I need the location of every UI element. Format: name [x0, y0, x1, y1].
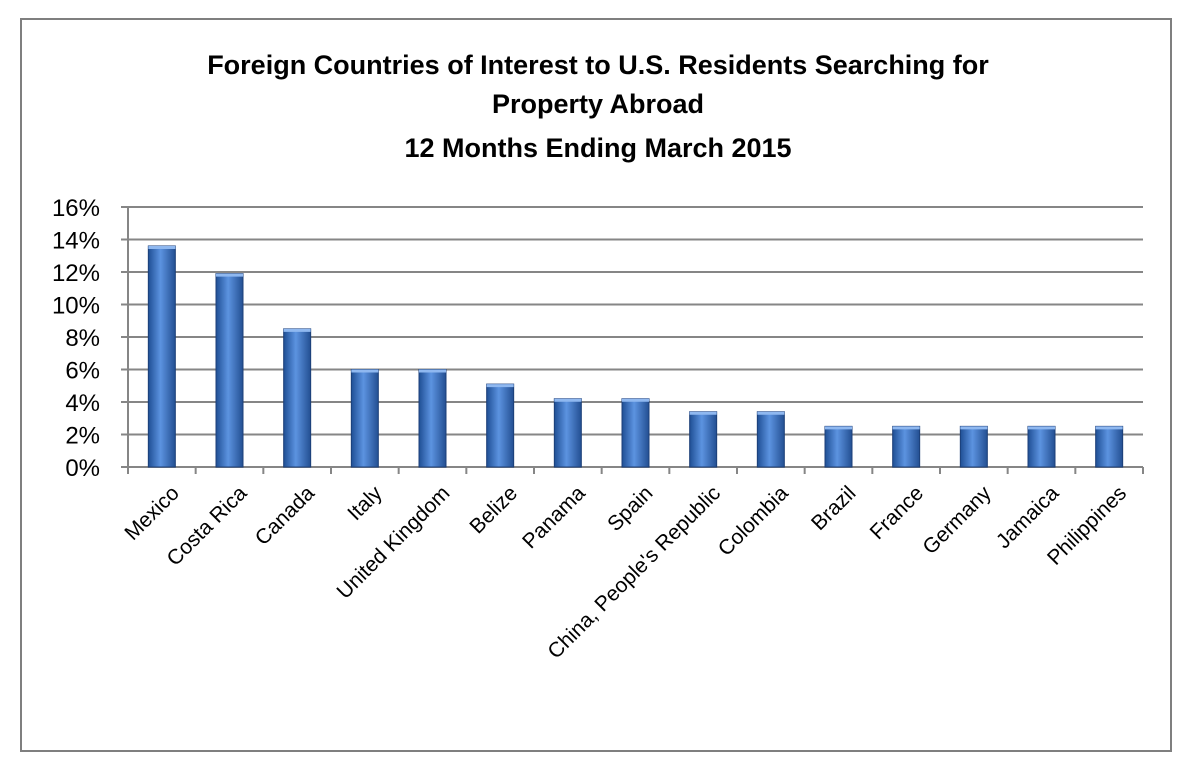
bar-philippines: [1095, 425, 1124, 468]
chart-title-line: Property Abroad: [492, 89, 704, 119]
bar-top-highlight: [622, 398, 649, 402]
bar-belize: [486, 383, 515, 468]
bar-united-kingdom: [418, 369, 447, 468]
bar-top-highlight: [554, 398, 582, 402]
bar-top-highlight: [216, 273, 243, 277]
bar-top-highlight: [1028, 426, 1055, 430]
chart-title-line: 12 Months Ending March 2015: [404, 133, 791, 163]
y-tick-label: 0%: [65, 455, 100, 482]
y-tick-label: 6%: [65, 358, 100, 385]
x-category-label: Germany: [918, 481, 996, 559]
bar-top-highlight: [757, 411, 785, 415]
bar-jamaica: [1027, 425, 1056, 468]
bar-top-highlight: [960, 426, 988, 430]
x-category-label: Canada: [251, 481, 320, 550]
x-category-label: Italy: [343, 481, 387, 525]
x-category-label: Panama: [518, 481, 590, 553]
bar-brazil: [824, 425, 853, 468]
bar-canada: [283, 328, 312, 468]
bar-italy: [350, 369, 379, 468]
bar-top-highlight: [892, 426, 920, 430]
y-tick-label: 12%: [52, 260, 100, 287]
bar-top-highlight: [283, 328, 311, 332]
bar-germany: [959, 425, 988, 468]
y-tick-labels: 0% 2% 4% 6% 8% 10% 12% 14% 16%: [52, 195, 100, 482]
bar-spain: [621, 398, 650, 468]
bar-colombia: [756, 411, 785, 468]
chart-title-line: Foreign Countries of Interest to U.S. Re…: [207, 50, 989, 80]
bars: [147, 245, 1124, 468]
bar-top-highlight: [419, 369, 446, 373]
x-category-label: Mexico: [120, 482, 183, 545]
x-category-label: Brazil: [807, 482, 860, 535]
x-category-label: Spain: [603, 482, 657, 536]
x-category-label: Colombia: [714, 481, 793, 560]
chart-title: Foreign Countries of Interest to U.S. Re…: [207, 50, 989, 163]
bar-panama: [553, 398, 582, 468]
x-category-label: United Kingdom: [333, 482, 455, 604]
bar-france: [892, 425, 921, 468]
bar-top-highlight: [689, 411, 717, 415]
y-tick-label: 4%: [65, 390, 100, 417]
x-category-label: Belize: [465, 482, 522, 539]
bar-top-highlight: [351, 369, 379, 373]
bar-costa-rica: [215, 273, 244, 468]
bar-china-people-s-republic: [689, 411, 718, 468]
y-tick-label: 2%: [65, 423, 100, 450]
bar-top-highlight: [486, 384, 514, 388]
bar-top-highlight: [825, 426, 852, 430]
y-tick-label: 10%: [52, 293, 100, 320]
bar-top-highlight: [148, 246, 176, 249]
y-tick-label: 14%: [52, 228, 100, 255]
bar-mexico: [147, 245, 176, 468]
x-category-label: France: [866, 482, 928, 544]
bar-top-highlight: [1095, 426, 1123, 430]
y-tick-label: 16%: [52, 195, 100, 222]
y-tick-label: 8%: [65, 325, 100, 352]
chart-frame: [20, 18, 1172, 752]
